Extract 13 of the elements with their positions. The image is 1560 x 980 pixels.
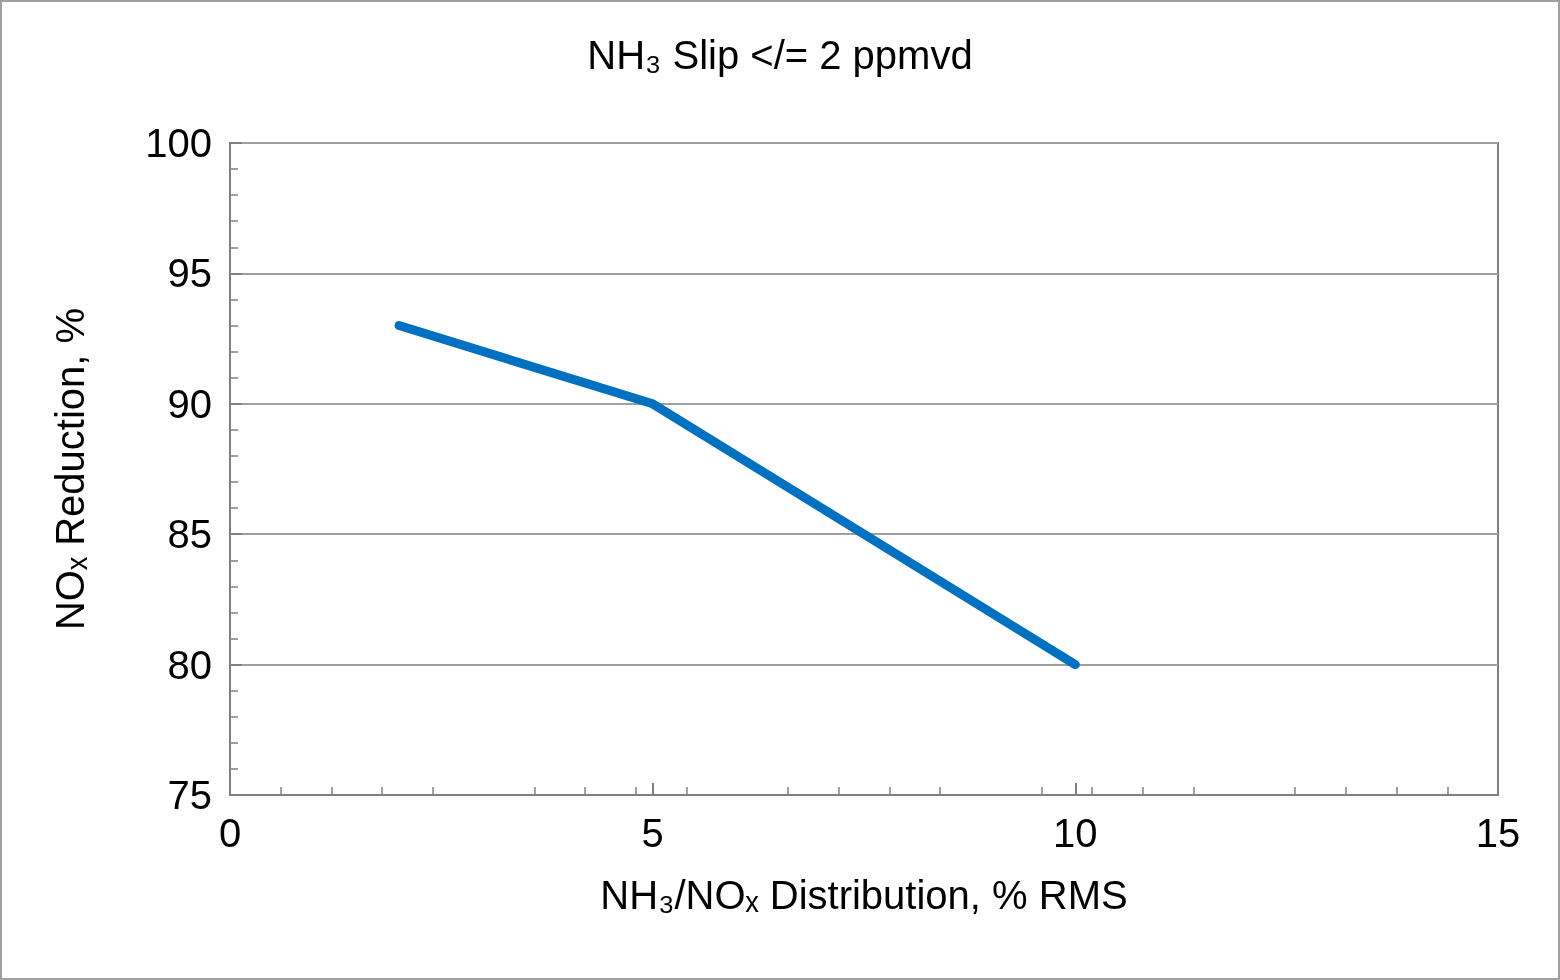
x-tick-label: 10: [1053, 811, 1098, 855]
y-axis-title: NOₓ Reduction, %: [48, 307, 92, 631]
y-tick-label: 100: [145, 121, 212, 165]
x-tick-label: 15: [1475, 811, 1521, 855]
x-axis-title: NH₃/NOₓ Distribution, % RMS: [600, 873, 1128, 917]
y-tick-label: 95: [167, 251, 212, 296]
x-tick-label: 0: [218, 811, 242, 855]
chart-title: NH₃ Slip </= 2 ppmvd: [587, 33, 973, 77]
y-tick-label: 85: [167, 512, 212, 557]
x-tick-label: 5: [641, 811, 664, 855]
y-tick-label: 75: [167, 773, 212, 817]
y-tick-label: 80: [167, 642, 212, 687]
y-tick-label: 90: [167, 381, 212, 426]
